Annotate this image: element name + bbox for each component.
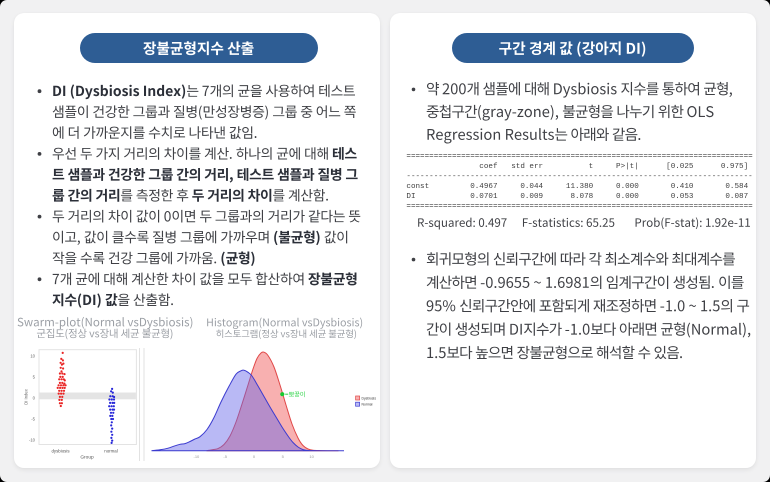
svg-text:5: 5 <box>282 454 285 459</box>
svg-text:-10: -10 <box>29 437 36 442</box>
svg-text:DI Index: DI Index <box>24 388 29 405</box>
svg-text:dysbiosis: dysbiosis <box>51 449 70 454</box>
svg-text:10: 10 <box>30 354 35 359</box>
svg-text:-10: -10 <box>194 454 201 459</box>
svg-text:-5: -5 <box>223 454 227 459</box>
svg-text:0: 0 <box>33 396 36 401</box>
svg-text:10: 10 <box>309 454 314 459</box>
svg-text:Normal: Normal <box>362 403 373 407</box>
svg-text:0: 0 <box>253 454 256 459</box>
svg-text:normal: normal <box>104 449 117 454</box>
svg-text:Group: Group <box>80 455 94 461</box>
svg-text:Dysbiosis: Dysbiosis <box>362 396 377 400</box>
svg-text:5: 5 <box>33 375 36 380</box>
svg-text:-5: -5 <box>31 416 35 421</box>
